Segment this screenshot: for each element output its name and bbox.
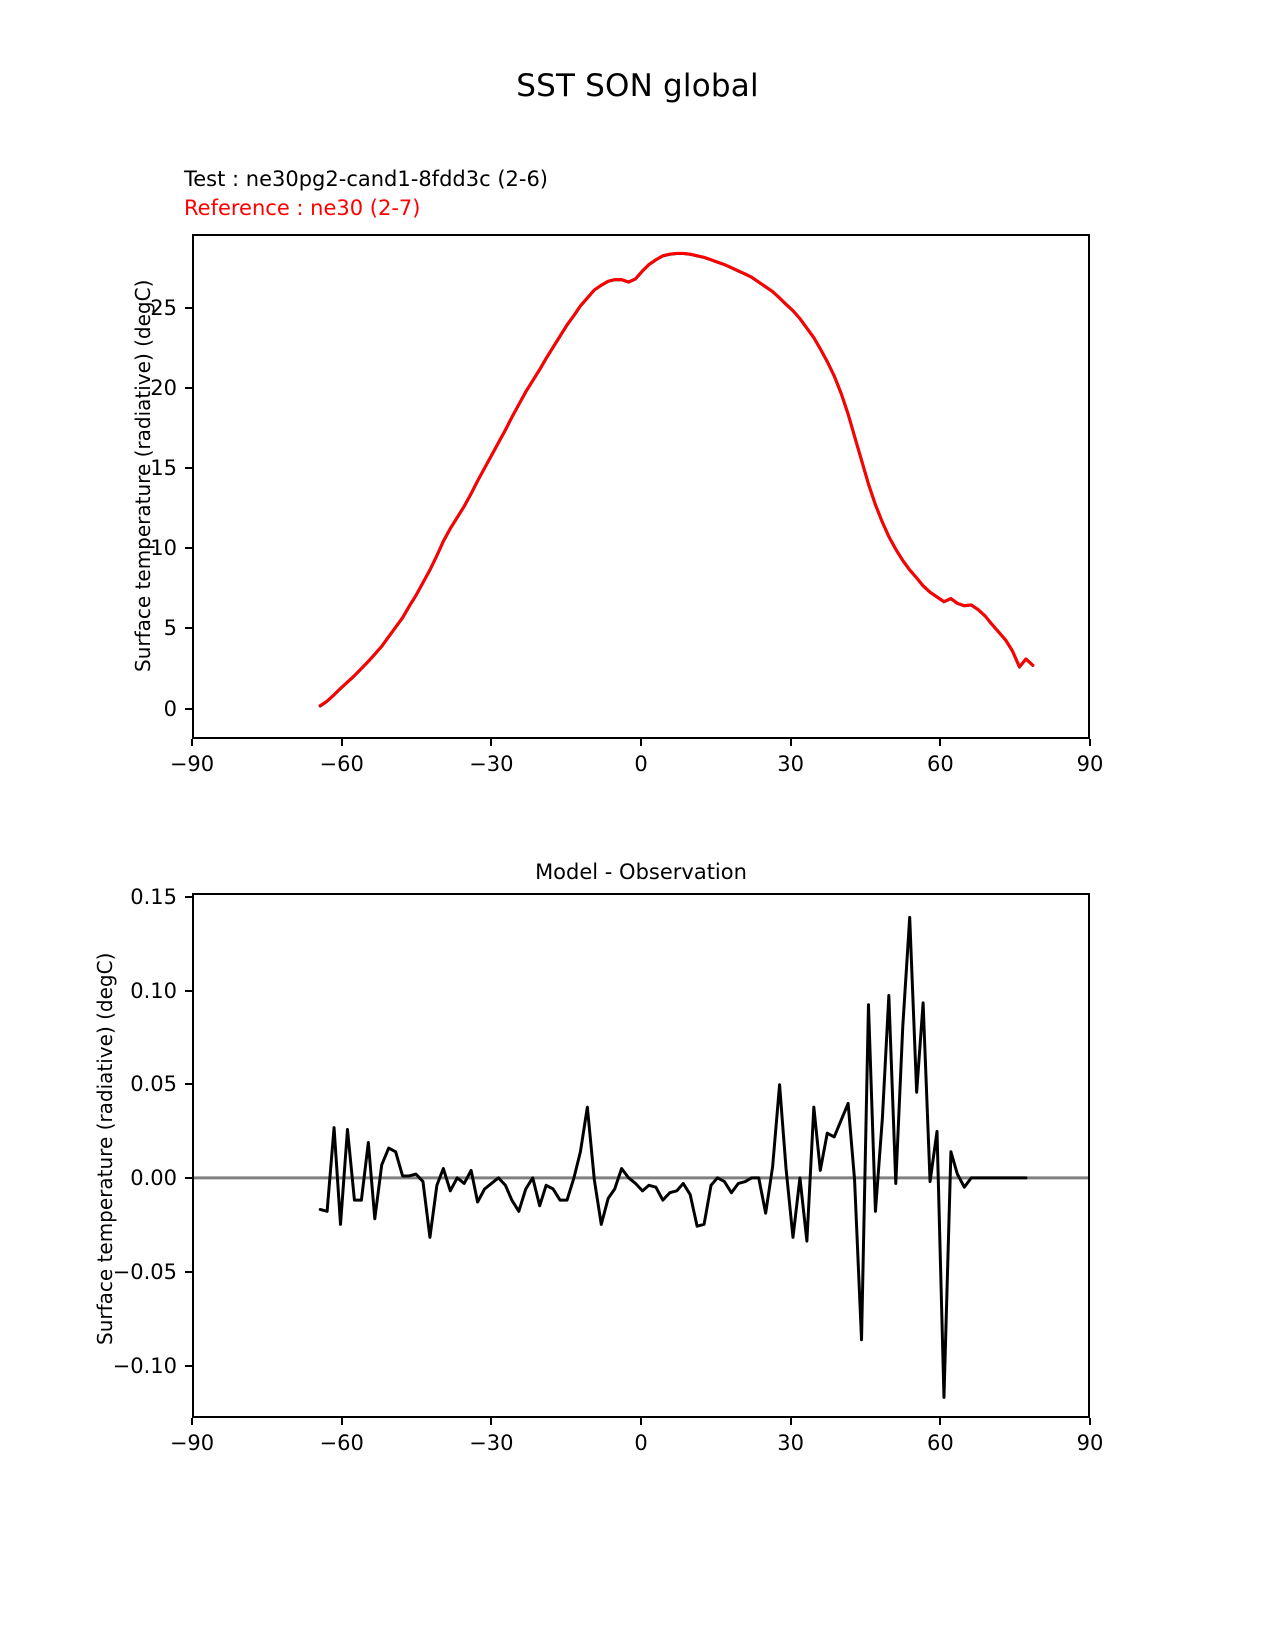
bottom-panel-y-axis-label: Surface temperature (radiative) (degC) — [93, 952, 117, 1345]
reference-run-label: Reference : ne30 (2-7) — [184, 196, 421, 220]
y-tick-label: 15 — [150, 456, 177, 481]
y-tick-label: 0.15 — [130, 884, 177, 909]
x-tick-label: −60 — [319, 752, 364, 776]
x-tick-label: 60 — [926, 1431, 954, 1455]
y-tick-mark — [185, 306, 192, 309]
y-tick-mark — [185, 1270, 192, 1273]
x-tick-mark — [640, 1418, 642, 1425]
x-tick-mark — [789, 1418, 792, 1425]
x-tick-label: 90 — [1076, 752, 1104, 776]
x-tick-mark — [191, 1418, 193, 1425]
x-tick-mark — [939, 1418, 942, 1425]
x-tick-mark — [1089, 739, 1091, 746]
x-tick-mark — [490, 1418, 493, 1425]
run-info-block: Test : ne30pg2-cand1-8fdd3c (2-6) Refere… — [184, 165, 548, 223]
bottom-panel-plot-area — [194, 915, 1088, 1399]
x-tick-mark — [490, 739, 493, 746]
y-tick-mark — [185, 386, 192, 389]
y-tick-label: 5 — [163, 616, 177, 641]
x-tick-mark — [191, 739, 193, 746]
x-tick-mark — [789, 739, 792, 746]
y-tick-mark — [185, 547, 192, 550]
data-series-line-0 — [318, 915, 1028, 1399]
test-run-label: Test : ne30pg2-cand1-8fdd3c (2-6) — [184, 167, 549, 191]
x-tick-label: −90 — [169, 752, 215, 776]
figure-suptitle: SST SON global — [516, 68, 759, 104]
y-tick-label: 10 — [150, 536, 177, 561]
x-tick-mark — [340, 1418, 343, 1425]
x-tick-mark — [640, 739, 642, 746]
x-tick-label: 0 — [634, 1431, 648, 1455]
bottom-panel-axes — [192, 893, 1090, 1418]
y-tick-label: 0 — [163, 696, 177, 721]
x-tick-label: −60 — [319, 1431, 364, 1455]
x-tick-label: 60 — [926, 752, 954, 776]
y-tick-mark — [185, 467, 192, 470]
data-series-line-1 — [318, 251, 1035, 708]
x-tick-mark — [939, 739, 942, 746]
y-tick-mark — [185, 1364, 192, 1367]
x-tick-mark — [340, 739, 343, 746]
y-tick-label: 20 — [150, 375, 177, 400]
y-tick-label: −0.10 — [112, 1353, 177, 1378]
x-tick-label: −30 — [469, 752, 514, 776]
x-tick-label: 0 — [634, 752, 648, 776]
y-tick-label: 25 — [150, 295, 177, 320]
x-tick-label: 30 — [777, 752, 805, 776]
y-tick-mark — [185, 1083, 192, 1086]
y-tick-mark — [185, 707, 192, 710]
top-panel-axes — [192, 234, 1090, 739]
y-tick-mark — [185, 627, 192, 630]
x-tick-mark — [1089, 1418, 1091, 1425]
x-tick-label: −30 — [469, 1431, 514, 1455]
bottom-panel-title: Model - Observation — [535, 860, 747, 884]
y-tick-label: 0.00 — [130, 1166, 177, 1190]
y-tick-mark — [185, 1177, 192, 1179]
y-tick-label: 0.10 — [130, 978, 177, 1003]
y-tick-label: −0.05 — [112, 1259, 177, 1284]
x-tick-label: −90 — [169, 1431, 215, 1455]
y-tick-mark — [185, 989, 192, 992]
x-tick-label: 90 — [1076, 1431, 1104, 1455]
x-tick-label: 30 — [777, 1431, 805, 1455]
data-series-line-0 — [318, 252, 1035, 708]
top-panel-plot-area — [318, 251, 1035, 708]
y-tick-mark — [185, 895, 192, 898]
y-tick-label: 0.05 — [130, 1072, 177, 1097]
